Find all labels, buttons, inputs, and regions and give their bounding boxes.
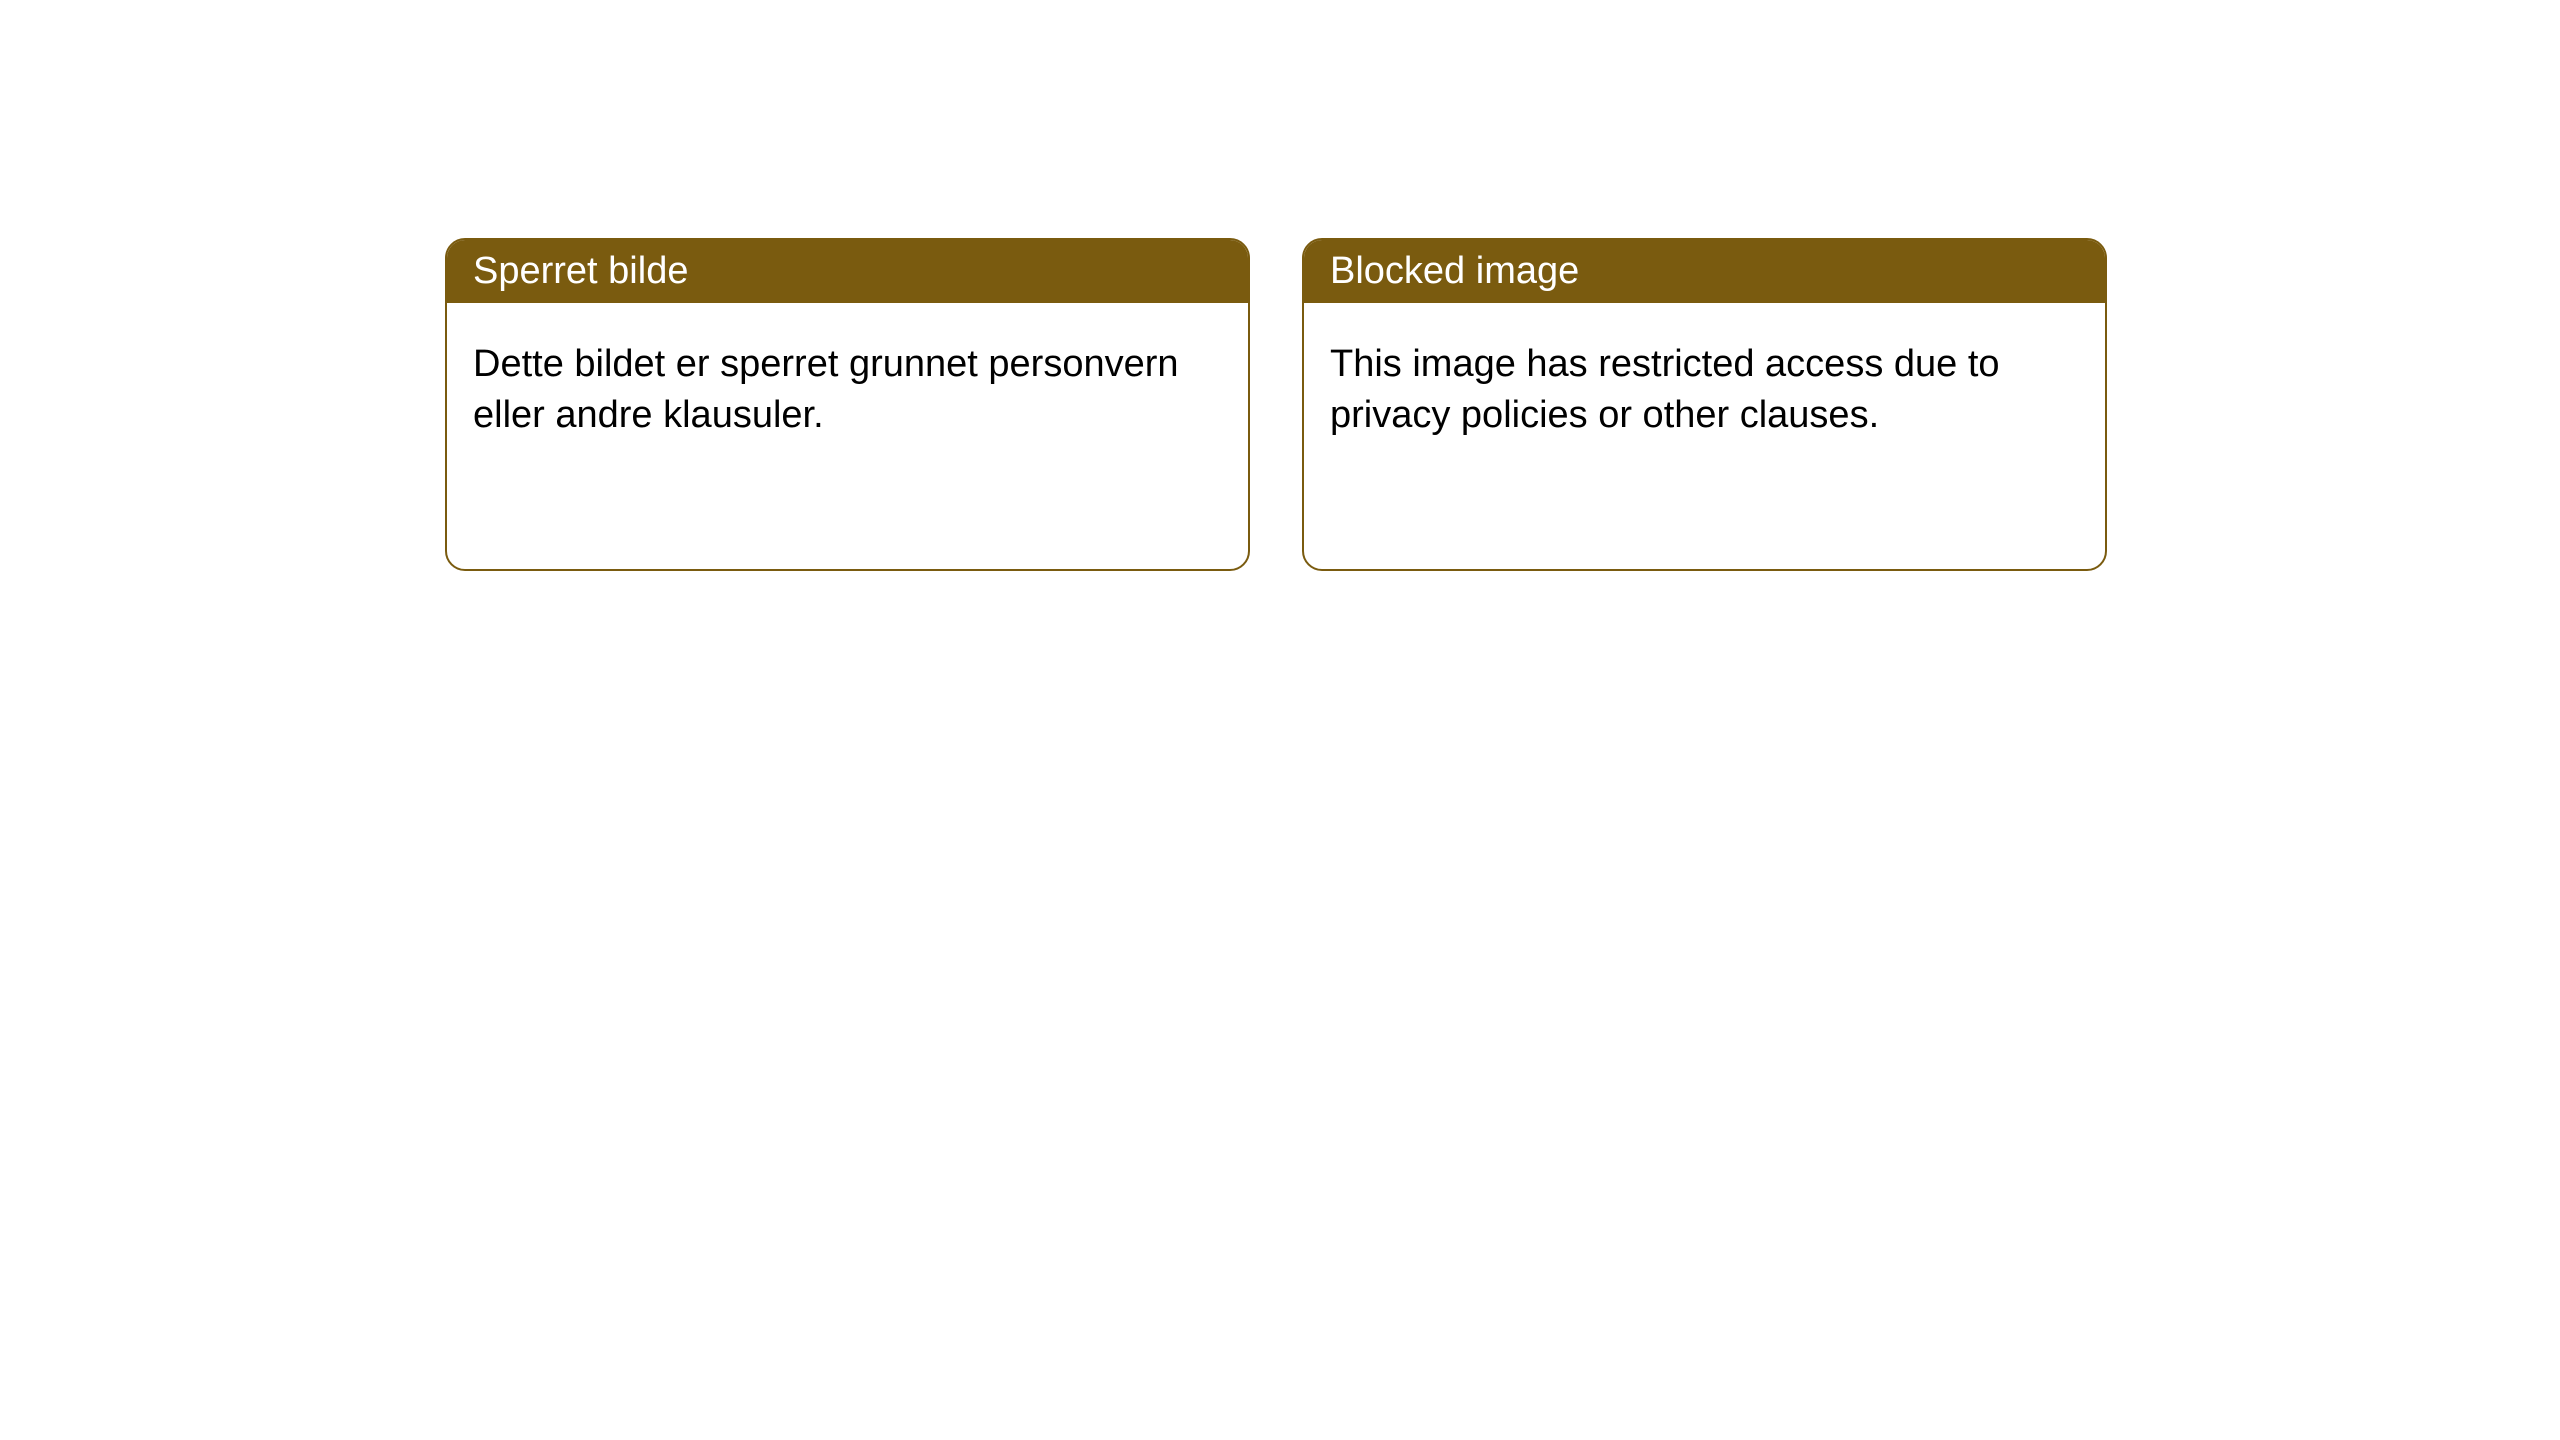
notice-card-english: Blocked image This image has restricted … — [1302, 238, 2107, 571]
notice-body-text: Dette bildet er sperret grunnet personve… — [473, 343, 1179, 436]
notice-body-text: This image has restricted access due to … — [1330, 343, 2000, 436]
notice-header: Sperret bilde — [447, 240, 1248, 303]
notice-title: Blocked image — [1330, 250, 1579, 292]
notice-card-norwegian: Sperret bilde Dette bildet er sperret gr… — [445, 238, 1250, 571]
notice-container: Sperret bilde Dette bildet er sperret gr… — [0, 0, 2560, 571]
notice-title: Sperret bilde — [473, 250, 688, 292]
notice-header: Blocked image — [1304, 240, 2105, 303]
notice-body: Dette bildet er sperret grunnet personve… — [447, 303, 1248, 478]
notice-body: This image has restricted access due to … — [1304, 303, 2105, 478]
